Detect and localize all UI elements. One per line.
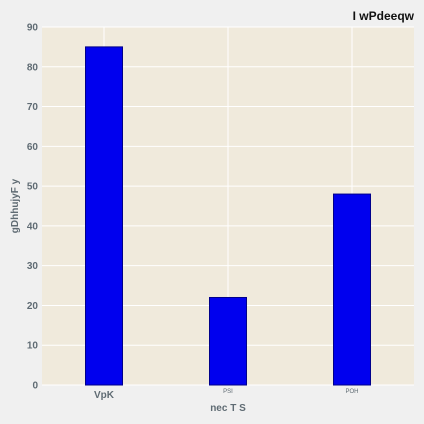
y-tick-label: 70 xyxy=(27,102,39,113)
y-tick-label: 90 xyxy=(27,23,39,34)
x-tick-label: VpK xyxy=(94,390,115,401)
y-tick-label: 0 xyxy=(32,381,38,392)
x-tick-label: POH xyxy=(345,389,358,395)
y-tick-label: 50 xyxy=(27,182,39,193)
y-tick-label: 20 xyxy=(27,301,39,312)
y-tick-label: 10 xyxy=(27,341,39,352)
bar-vpk xyxy=(85,46,123,386)
bar-psi xyxy=(209,296,247,386)
y-axis-ticks: 0 10 20 30 40 50 60 70 80 90 xyxy=(27,23,39,392)
y-tick-label: 30 xyxy=(27,261,39,272)
x-tick-label: PSI xyxy=(223,389,233,395)
bars xyxy=(85,46,371,386)
bar-poh xyxy=(333,193,371,386)
y-axis-title: gDhhujyF y xyxy=(10,178,21,233)
chart-title: I wPdeeqw xyxy=(353,9,415,23)
x-axis-ticks: VpK PSI POH xyxy=(94,389,359,401)
y-tick-label: 80 xyxy=(27,62,39,73)
x-axis-title: nec T S xyxy=(210,403,246,414)
y-tick-label: 60 xyxy=(27,142,39,153)
y-tick-label: 40 xyxy=(27,221,39,232)
